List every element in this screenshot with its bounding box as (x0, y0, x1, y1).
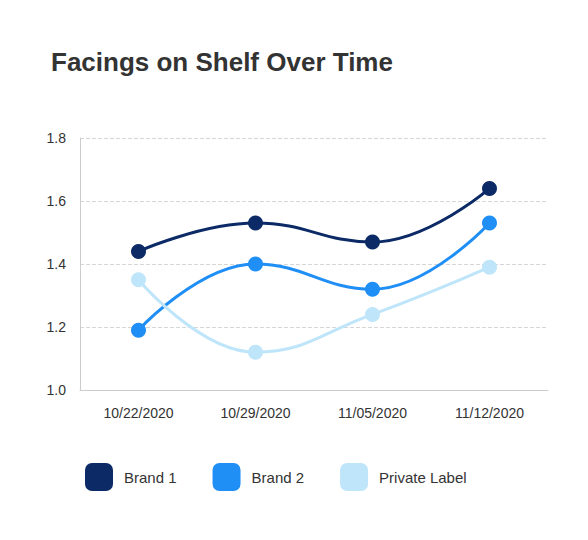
svg-text:1.6: 1.6 (47, 193, 67, 209)
svg-text:Brand 1: Brand 1 (124, 469, 177, 486)
svg-text:1.8: 1.8 (47, 130, 67, 146)
svg-text:10/29/2020: 10/29/2020 (220, 405, 290, 421)
svg-text:1.2: 1.2 (47, 319, 67, 335)
svg-text:10/22/2020: 10/22/2020 (103, 405, 173, 421)
svg-text:Private Label: Private Label (379, 469, 467, 486)
svg-text:1.0: 1.0 (47, 382, 67, 398)
svg-text:11/05/2020: 11/05/2020 (338, 405, 407, 421)
svg-text:1.4: 1.4 (47, 256, 67, 272)
svg-text:11/12/2020: 11/12/2020 (455, 405, 524, 421)
svg-text:Brand 2: Brand 2 (252, 469, 305, 486)
svg-text:Facings on Shelf Over Time: Facings on Shelf Over Time (51, 47, 393, 77)
